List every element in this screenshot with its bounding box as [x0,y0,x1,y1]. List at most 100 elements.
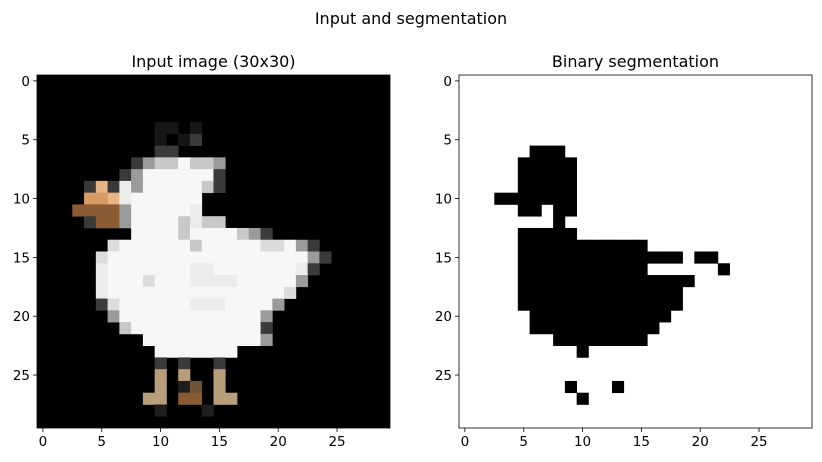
pixel-cell [588,298,601,311]
pixel-cell [576,310,589,323]
pixel-cell [189,263,203,276]
pixel-cell [529,145,542,158]
pixel-cell [142,333,156,346]
pixel-cell [154,333,167,346]
pixel-cell [201,169,214,182]
pixel-cell [166,180,179,194]
pixel-cell [237,298,250,311]
pixel-cell [541,298,554,311]
pixel-cell [166,216,179,229]
pixel-cell [576,333,589,346]
pixel-cell [119,216,132,229]
pixel-cell [553,216,566,229]
pixel-cell [178,310,191,323]
pixel-cell [635,251,648,264]
x-tick-label: 0 [39,434,48,450]
pixel-cell [201,345,214,358]
x-tick-label: 25 [328,434,345,450]
pixel-cell [553,275,566,288]
pixel-cell [260,263,273,276]
pixel-cell [564,192,578,205]
pixel-cell [178,322,191,335]
pixel-cell [623,310,636,323]
pixel-cell [154,404,167,417]
pixel-cell [119,169,132,182]
pixel-cell [107,310,120,323]
pixel-cell [142,263,156,276]
pixel-cell [576,286,589,299]
pixel-cell [659,298,672,311]
pixel-cell [154,392,167,405]
pixel-cell [154,251,167,264]
pixel-cell [237,227,250,241]
figure-suptitle: Input and segmentation [315,9,507,28]
pixel-cell [225,239,238,252]
pixel-cell [600,286,613,299]
pixel-cell [95,216,108,229]
pixel-cell [131,204,144,217]
pixel-cell [517,169,530,182]
pixel-cell [154,298,167,311]
pixel-cell [670,298,683,311]
pixel-cell [225,263,238,276]
pixel-cell [142,275,156,288]
pixel-cell [178,251,191,264]
pixel-cell [260,251,273,264]
pixel-cell [178,298,191,311]
pixel-cell [107,180,120,194]
pixel-cell [272,239,285,252]
pixel-cell [553,227,566,241]
pixel-cell [154,227,167,241]
pixel-cell [201,239,214,252]
pixel-cell [623,286,636,299]
pixel-cell [213,251,226,264]
panel-input-cells [72,122,332,417]
pixel-cell [248,322,261,335]
pixel-cell [517,275,530,288]
pixel-cell [225,392,238,405]
pixel-cell [178,216,191,229]
pixel-cell [95,298,108,311]
pixel-cell [201,322,214,335]
pixel-cell [588,263,601,276]
pixel-cell [166,157,179,170]
pixel-cell [201,227,214,241]
pixel-cell [529,192,542,205]
pixel-cell [588,322,601,335]
pixel-cell [529,157,542,170]
pixel-cell [131,286,144,299]
pixel-cell [154,216,167,229]
pixel-cell [225,322,238,335]
pixel-cell [95,251,108,264]
y-tick-label: 5 [443,133,452,149]
pixel-cell [529,322,542,335]
pixel-cell [295,263,308,276]
pixel-cell [682,275,695,288]
pixel-cell [517,251,530,264]
pixel-cell [529,263,542,276]
pixel-cell [142,227,156,241]
pixel-cell [237,310,250,323]
pixel-cell [213,369,226,382]
panel-input-frame [36,74,391,429]
pixel-cell [131,180,144,194]
pixel-cell [189,286,203,299]
pixel-cell [553,322,566,335]
pixel-cell [260,227,273,241]
pixel-cell [541,239,554,252]
pixel-cell [142,322,156,335]
pixel-cell [494,192,507,205]
pixel-cell [319,251,332,264]
pixel-cell [706,251,719,264]
pixel-cell [178,369,191,382]
pixel-cell [553,145,566,158]
pixel-cell [225,275,238,288]
pixel-cell [237,251,250,264]
pixel-cell [260,333,273,346]
pixel-cell [178,380,191,394]
pixel-cell [178,392,191,405]
pixel-cell [564,204,578,217]
pixel-cell [225,227,238,241]
pixel-cell [623,251,636,264]
pixel-cell [154,380,167,394]
